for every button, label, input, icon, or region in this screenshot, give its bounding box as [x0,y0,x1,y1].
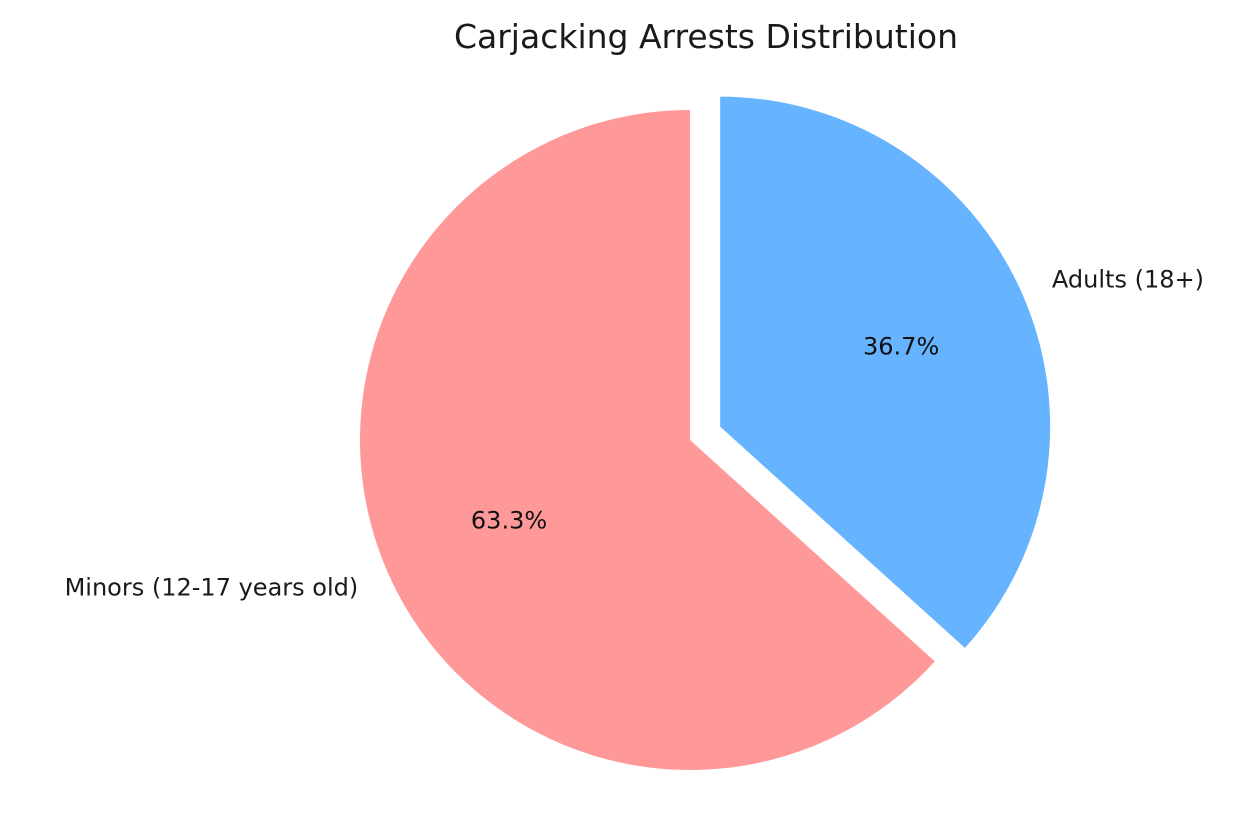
slice-percent-label: 63.3% [471,506,547,534]
slice-category-label: Minors (12-17 years old) [65,573,359,601]
pie-labels: 63.3% Minors (12-17 years old) 36.7% Adults… [65,265,1204,601]
pie-slice-minors-12-17-years-old [359,110,935,770]
pie-slices [359,96,1051,770]
chart-title: Carjacking Arrests Distribution [454,17,958,56]
slice-percent-label: 36.7% [863,332,939,360]
pie-slice-adults-18 [720,96,1051,648]
slice-category-label: Adults (18+) [1052,265,1204,293]
